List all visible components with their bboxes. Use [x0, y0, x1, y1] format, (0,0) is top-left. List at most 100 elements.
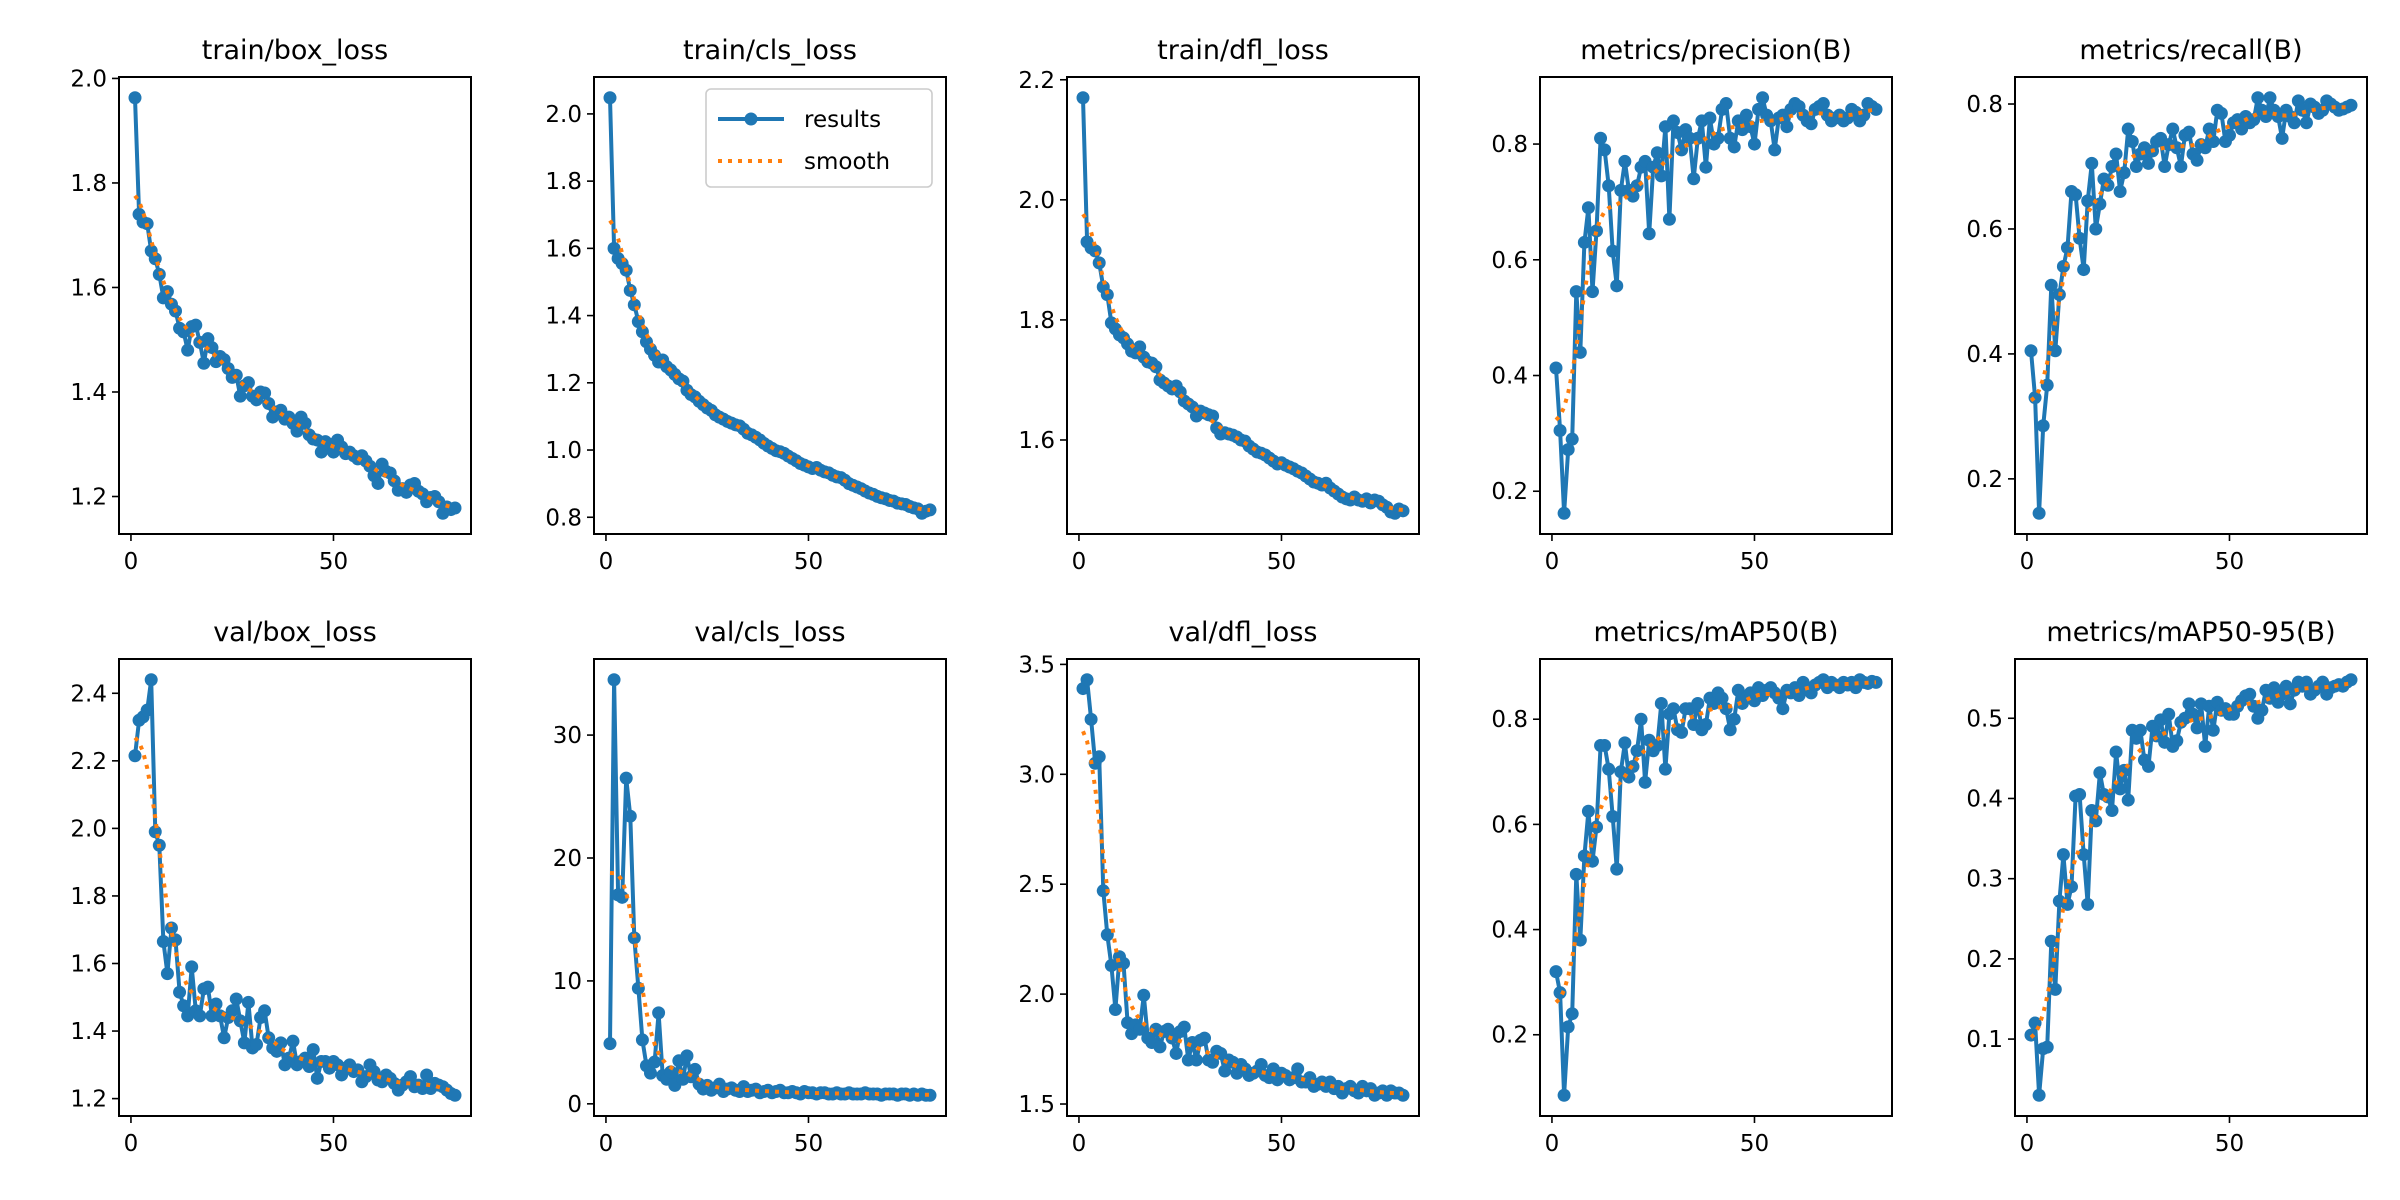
results-point [298, 416, 312, 430]
results-point [2089, 222, 2103, 236]
results-point [1610, 862, 1624, 876]
results-point [1291, 1062, 1305, 1076]
subplot-title: val/dfl_loss [1169, 617, 1318, 648]
results-point [1088, 244, 1102, 258]
results-point [181, 343, 195, 357]
axes-frame [118, 658, 472, 1117]
results-point [1626, 189, 1640, 203]
results-point [2243, 687, 2257, 701]
results-point [2048, 982, 2062, 996]
y-tick-label: 2.0 [545, 102, 582, 128]
results-point [1092, 750, 1106, 764]
y-tick-label: 0.6 [1491, 248, 1528, 274]
results-point [1573, 345, 1587, 359]
subplot: train/dfl_loss 0 50 1.6 1.8 2.0 2.2 [1018, 35, 1420, 575]
results-point [1569, 285, 1583, 299]
results-point [2141, 156, 2155, 170]
results-point [1577, 235, 1591, 249]
x-tick-label: 0 [124, 549, 139, 575]
results-point [241, 376, 255, 390]
results-point [1084, 712, 1098, 726]
results-point [1076, 91, 1090, 105]
results-point [2113, 782, 2127, 796]
y-tick-label: 0.2 [1491, 1023, 1528, 1049]
y-tick-label: 1.4 [70, 1019, 107, 1045]
results-point [2073, 787, 2087, 801]
results-point [2117, 166, 2131, 180]
plot-area [1076, 673, 1410, 1102]
results-point [1703, 111, 1717, 125]
results-point [2251, 91, 2265, 105]
y-tick-label: 1.2 [545, 371, 582, 397]
results-point [1658, 762, 1672, 776]
smooth-line [609, 871, 930, 1097]
results-point [1715, 691, 1729, 705]
results-point [1699, 160, 1713, 174]
results-point [2299, 675, 2313, 689]
axes-frame [1066, 76, 1420, 535]
results-point [2255, 703, 2269, 717]
results-point [1691, 696, 1705, 710]
results-point [2085, 156, 2099, 170]
results-point [2166, 122, 2180, 136]
smooth-line [2029, 681, 2352, 1039]
results-point [233, 389, 247, 403]
axes-frame [593, 658, 947, 1117]
y-tick-label: 0.8 [1491, 132, 1528, 158]
y-tick-label: 0.2 [1966, 947, 2003, 973]
results-point [310, 1071, 324, 1085]
results-point [156, 935, 170, 949]
subplot: val/cls_loss 0 50 0 10 20 30 [553, 617, 947, 1157]
results-point [306, 1043, 320, 1057]
legend: results smooth [705, 88, 933, 188]
x-tick-label: 50 [794, 549, 823, 575]
results-point [688, 1062, 702, 1076]
subplot-title: val/box_loss [213, 617, 377, 648]
results-point [420, 1068, 434, 1082]
results-point [1602, 179, 1616, 193]
subplot: val/dfl_loss 0 50 1.5 2.0 2.5 3.0 3.5 [1018, 617, 1420, 1157]
results-point [1573, 933, 1587, 947]
results-point [2085, 804, 2099, 818]
results-point [1169, 1046, 1183, 1060]
x-tick-label: 0 [1545, 1131, 1560, 1157]
results-point [1206, 409, 1220, 423]
results-point [652, 1006, 666, 1020]
y-tick-label: 1.2 [70, 1087, 107, 1113]
x-tick-label: 50 [319, 1131, 348, 1157]
results-point [1687, 172, 1701, 186]
results-point [2081, 897, 2095, 911]
y-tick-label: 0.6 [1491, 812, 1528, 838]
results-point [1630, 744, 1644, 758]
results-point [2222, 128, 2236, 142]
y-tick-label: 2.2 [70, 749, 107, 775]
results-point [619, 771, 633, 785]
results-point [1565, 1007, 1579, 1021]
results-point [2125, 135, 2139, 149]
smooth-line [133, 194, 456, 510]
y-tick-label: 2.2 [1018, 68, 1055, 94]
results-point [923, 1088, 937, 1102]
results-point [2077, 848, 2091, 862]
y-tick-label: 1.0 [545, 438, 582, 464]
axes-frame [2014, 76, 2368, 535]
results-point [1723, 723, 1737, 737]
results-point [193, 1009, 207, 1023]
results-point [205, 341, 219, 355]
results-point [1598, 143, 1612, 157]
results-point [2093, 766, 2107, 780]
results-point [2170, 734, 2184, 748]
results-point [164, 921, 178, 935]
results-point [1561, 1020, 1575, 1034]
y-tick-label: 1.6 [1018, 428, 1055, 454]
results-point [2121, 793, 2135, 807]
y-tick-label: 3.0 [1018, 762, 1055, 788]
results-point [2060, 241, 2074, 255]
results-point [2056, 848, 2070, 862]
results-point [128, 91, 142, 105]
results-point [2101, 790, 2115, 804]
results-point [1581, 201, 1595, 215]
results-point [1569, 867, 1583, 881]
results-point [177, 999, 191, 1013]
y-tick-label: 20 [553, 846, 582, 872]
